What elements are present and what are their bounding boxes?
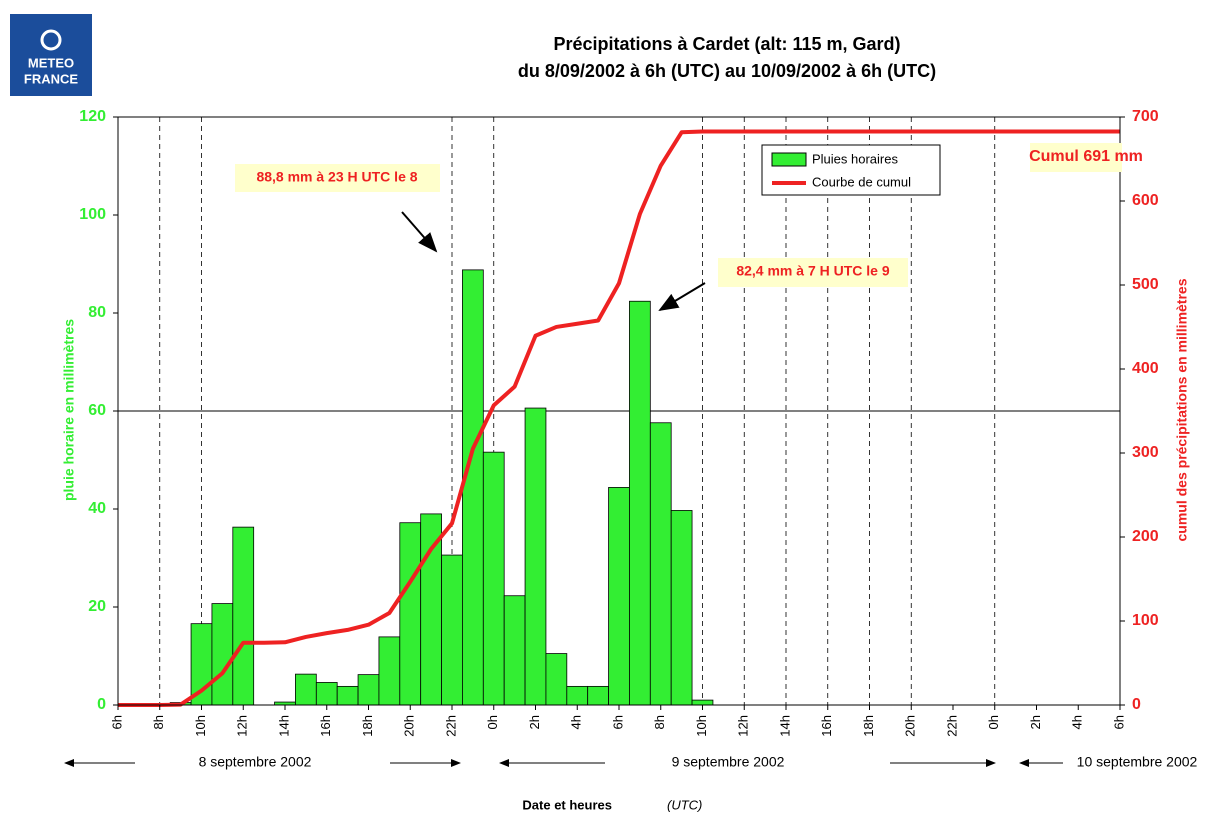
x-tick-label: 10h: [193, 715, 208, 737]
legend-swatch: [771, 152, 807, 167]
bar: [336, 685, 359, 706]
x-tick-label: 18h: [861, 715, 876, 737]
y2-tick-label: 400: [1132, 360, 1159, 377]
y-tick-label: 80: [88, 304, 106, 321]
x-tick-label: 4h: [569, 715, 584, 729]
bar: [691, 699, 714, 706]
x-tick-label: 10h: [694, 715, 709, 737]
y2-tick-label: 300: [1132, 444, 1159, 461]
logo-text: METEO: [28, 55, 74, 70]
bar: [232, 526, 255, 706]
bar: [211, 603, 234, 706]
chart-title: du 8/09/2002 à 6h (UTC) au 10/09/2002 à …: [518, 61, 936, 81]
x-tick-label: 4h: [1070, 715, 1085, 729]
bar: [503, 595, 526, 706]
cumul-line: [118, 129, 1120, 707]
bar: [357, 674, 380, 706]
y2-tick-label: 100: [1132, 612, 1159, 629]
x-tick-label: 2h: [527, 715, 542, 729]
date-label: 10 septembre 2002: [1077, 754, 1198, 770]
annotation-box: [235, 164, 440, 192]
x-tick-label: 22h: [944, 715, 959, 737]
y-tick-label: 0: [97, 696, 106, 713]
bar: [545, 653, 568, 706]
x-tick-label: 12h: [235, 715, 250, 737]
bar: [441, 554, 463, 706]
x-tick-label: 14h: [777, 715, 792, 737]
annotation-box: [718, 258, 908, 287]
x-tick-label: 8h: [652, 715, 667, 729]
x-tick-label: 0h: [485, 715, 500, 729]
x-tick-label: 12h: [736, 715, 751, 737]
bar: [378, 636, 401, 706]
chart-title: Précipitations à Cardet (alt: 115 m, Gar…: [553, 34, 900, 54]
logo: [10, 14, 92, 96]
bar: [524, 407, 547, 706]
y-tick-label: 60: [88, 402, 106, 419]
annotation-arrows: [401, 211, 706, 312]
x-tick-label: 16h: [819, 715, 834, 737]
x-axis-label: Date et heures: [522, 797, 612, 812]
x-tick-label: 16h: [318, 715, 333, 737]
y2-tick-label: 200: [1132, 528, 1159, 545]
x-tick-label: 20h: [402, 715, 417, 737]
annotation: Cumul 691 mm: [1029, 148, 1143, 165]
bar: [587, 685, 609, 706]
y-tick-label: 120: [79, 108, 106, 125]
y2-tick-label: 500: [1132, 276, 1159, 293]
bar: [670, 510, 693, 706]
x-tick-label: 14h: [276, 715, 291, 737]
x-tick-label: 6h: [1111, 715, 1126, 729]
x-tick-label: 8h: [151, 715, 166, 729]
legend-label: Courbe de cumul: [812, 174, 911, 189]
bar: [566, 685, 589, 706]
y-tick-label: 40: [88, 500, 106, 517]
x-tick-label: 2h: [1028, 715, 1043, 729]
x-tick-label: 18h: [360, 715, 375, 737]
annotation: 82,4 mm à 7 H UTC le 9: [736, 263, 890, 279]
x-tick-label: 20h: [903, 715, 918, 737]
y-tick-label: 100: [79, 206, 106, 223]
x-tick-label: 0h: [986, 715, 1001, 729]
bar: [649, 422, 672, 706]
bar: [482, 451, 505, 706]
bar: [399, 522, 422, 706]
date-label: 9 septembre 2002: [672, 754, 785, 770]
x-tick-label: 22h: [443, 715, 458, 737]
bar: [608, 487, 630, 706]
x-tick-label: 6h: [610, 715, 625, 729]
date-label: 8 septembre 2002: [199, 754, 312, 770]
logo-text: FRANCE: [24, 71, 78, 86]
x-tick-label: 6h: [109, 715, 124, 729]
bar: [295, 673, 317, 706]
x-axis-unit: (UTC): [667, 797, 702, 812]
annotation-box: [1030, 143, 1122, 172]
annotation: 88,8 mm à 23 H UTC le 8: [256, 169, 417, 185]
y-tick-label: 20: [88, 598, 106, 615]
y2-tick-label: 700: [1132, 108, 1159, 125]
legend-label: Pluies horaires: [812, 151, 898, 166]
bar: [462, 269, 484, 706]
bar: [629, 300, 651, 706]
y2-tick-label: 0: [1132, 696, 1141, 713]
y2-tick-label: 600: [1132, 192, 1159, 209]
bar: [315, 682, 338, 706]
y2-axis-label: cumul des précipitations en millimètres: [1174, 278, 1190, 541]
y-axis-label: pluie horaire en millimètres: [61, 319, 77, 501]
logo-icon: [40, 29, 62, 51]
